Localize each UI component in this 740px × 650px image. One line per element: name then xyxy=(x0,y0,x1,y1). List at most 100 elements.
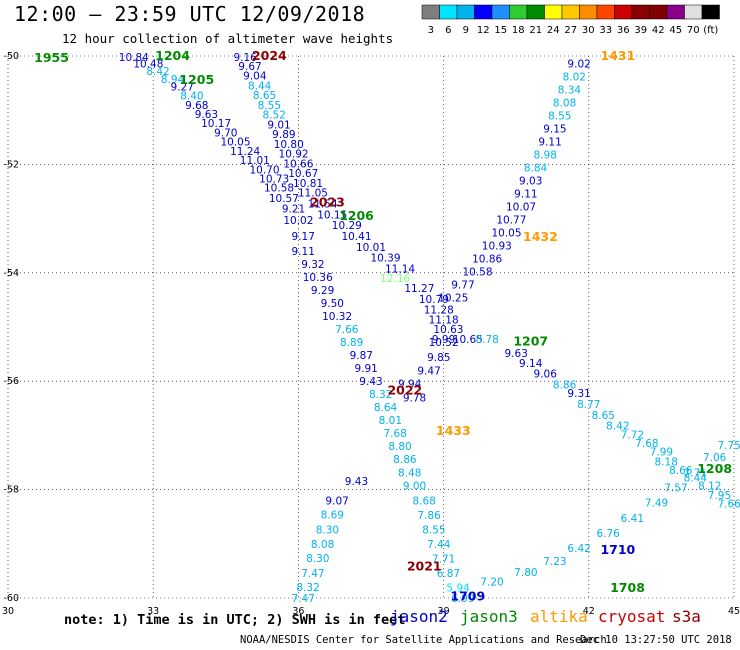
x-tick-label: 33 xyxy=(147,606,159,617)
wave-height-point: 6.99 xyxy=(451,593,474,605)
wave-height-point: 10.52 xyxy=(429,337,459,349)
wave-height-point: 8.78 xyxy=(475,334,498,346)
wave-height-point: 7.99 xyxy=(650,447,673,459)
colorbar-swatch xyxy=(701,4,720,20)
legend-jason3: jason3 xyxy=(460,607,518,626)
wave-height-point: 8.89 xyxy=(340,337,363,349)
wave-height-point: 10.25 xyxy=(438,293,468,305)
colorbar-label: 6 xyxy=(445,25,451,36)
wave-height-point: 9.43 xyxy=(359,376,382,388)
y-tick-label: -54 xyxy=(3,268,19,279)
pass-time-label: 2023 xyxy=(310,194,345,209)
wave-height-point: 9.27 xyxy=(171,81,194,93)
wave-height-point: 8.98 xyxy=(534,150,557,162)
pass-time-label: 1205 xyxy=(179,72,214,87)
wave-height-point: 6.87 xyxy=(437,568,460,580)
colorbar-label: (ft) xyxy=(703,25,718,36)
wave-height-point: 9.67 xyxy=(238,61,261,73)
colorbar-label: 42 xyxy=(652,25,665,36)
footer-credit: NOAA/NESDIS Center for Satellite Applica… xyxy=(240,634,607,646)
wave-height-point: 7.80 xyxy=(514,567,537,579)
wave-height-point: 10.29 xyxy=(332,220,362,232)
wave-height-point: 8.64 xyxy=(374,402,398,414)
wave-height-point: 8.94 xyxy=(161,74,185,86)
wave-height-point: 9.47 xyxy=(417,365,440,377)
pass-time-label: 1207 xyxy=(513,334,548,349)
pass-time-label: 1432 xyxy=(523,229,558,244)
colorbar-label: 24 xyxy=(547,25,560,36)
wave-height-point: 11.05 xyxy=(298,188,328,200)
colorbar-label: 39 xyxy=(634,25,647,36)
wave-height-point: 7.86 xyxy=(417,510,441,522)
wave-height-point: 10.79 xyxy=(419,294,449,306)
wave-height-point: 8.84 xyxy=(524,163,548,175)
wave-height-point: 7.68 xyxy=(635,438,658,450)
colorbar-label: 18 xyxy=(512,25,525,36)
wave-height-point: 8.44 xyxy=(248,80,272,92)
x-tick-label: 42 xyxy=(583,606,595,617)
x-tick-label: 30 xyxy=(2,606,14,617)
wave-height-point: 8.86 xyxy=(553,379,577,391)
wave-height-point: 8.65 xyxy=(253,90,276,102)
wave-height-point: 10.01 xyxy=(356,242,386,254)
wave-height-point: 12.16 xyxy=(380,273,410,285)
wave-height-point: 9.89 xyxy=(272,129,295,141)
wave-height-point: 7.75 xyxy=(717,440,740,452)
wave-height-point: 11.01 xyxy=(240,155,270,167)
wave-height-point: 9.70 xyxy=(214,127,237,139)
colorbar-label: 45 xyxy=(669,25,682,36)
wave-height-point: 10.58 xyxy=(264,183,294,195)
wave-height-point: 10.70 xyxy=(249,164,279,176)
pass-time-label: 1204 xyxy=(155,48,190,63)
wave-height-point: 9.91 xyxy=(354,363,377,375)
x-tick-label: 45 xyxy=(728,606,740,617)
colorbar-label: 70 xyxy=(687,25,700,36)
wave-height-point: 7.71 xyxy=(684,467,707,479)
pass-time-label: 2024 xyxy=(252,48,287,63)
pass-time-label: 1433 xyxy=(436,423,471,438)
y-tick-label: -52 xyxy=(3,159,19,170)
wave-height-point: 10.48 xyxy=(133,59,163,71)
x-tick-label: 36 xyxy=(292,606,304,617)
legend-s3a: s3a xyxy=(672,607,701,626)
colorbar-label: 36 xyxy=(617,25,630,36)
wave-height-point: 10.15 xyxy=(317,209,347,221)
wave-height-point: 7.68 xyxy=(384,428,407,440)
wave-height-point: 10.36 xyxy=(303,272,333,284)
wave-height-point: 9.99 xyxy=(432,334,455,346)
y-tick-label: -58 xyxy=(3,485,19,496)
wave-height-point: 9.43 xyxy=(345,476,368,488)
pass-time-label: 1709 xyxy=(450,588,485,603)
wave-height-point: 10.32 xyxy=(322,311,352,323)
wave-height-point: 9.16 xyxy=(233,52,257,64)
colorbar-label: 9 xyxy=(463,25,469,36)
wave-height-point: 9.21 xyxy=(282,203,305,215)
wave-height-point: 9.02 xyxy=(567,59,590,71)
wave-height-point: 9.07 xyxy=(325,495,348,507)
wave-height-point: 7.72 xyxy=(621,429,644,441)
wave-height-point: 8.01 xyxy=(379,415,402,427)
colorbar-label: 33 xyxy=(599,25,612,36)
color-scale-bar: 3 6 9 12 15 18 21 24 27 30 33 36 39 42 45 70 (ft) xyxy=(421,4,720,36)
wave-height-point: 10.63 xyxy=(433,324,463,336)
wave-height-point: 10.05 xyxy=(220,137,250,149)
pass-time-label: 1710 xyxy=(600,542,635,557)
wave-height-point: 8.12 xyxy=(698,480,721,492)
wave-height-point: 8.55 xyxy=(422,525,445,537)
wave-height-point: 7.95 xyxy=(708,490,731,502)
wave-height-point: 8.08 xyxy=(553,98,576,110)
wave-height-point: 10.86 xyxy=(472,254,502,266)
wave-height-point: 7.44 xyxy=(427,539,451,551)
pass-time-label: 1208 xyxy=(697,461,732,476)
wave-height-point: 9.14 xyxy=(519,358,543,370)
pass-time-label: 2021 xyxy=(407,558,442,573)
wave-height-point: 9.11 xyxy=(292,246,315,258)
wave-height-point: 8.48 xyxy=(398,467,421,479)
colorbar-label: 27 xyxy=(564,25,577,36)
wave-height-point: 10.39 xyxy=(370,253,400,265)
wave-height-point: 8.66 xyxy=(669,465,693,477)
wave-height-point: 10.05 xyxy=(491,228,521,240)
wave-height-point: 7.06 xyxy=(703,452,727,464)
colorbar-label: 12 xyxy=(477,25,490,36)
